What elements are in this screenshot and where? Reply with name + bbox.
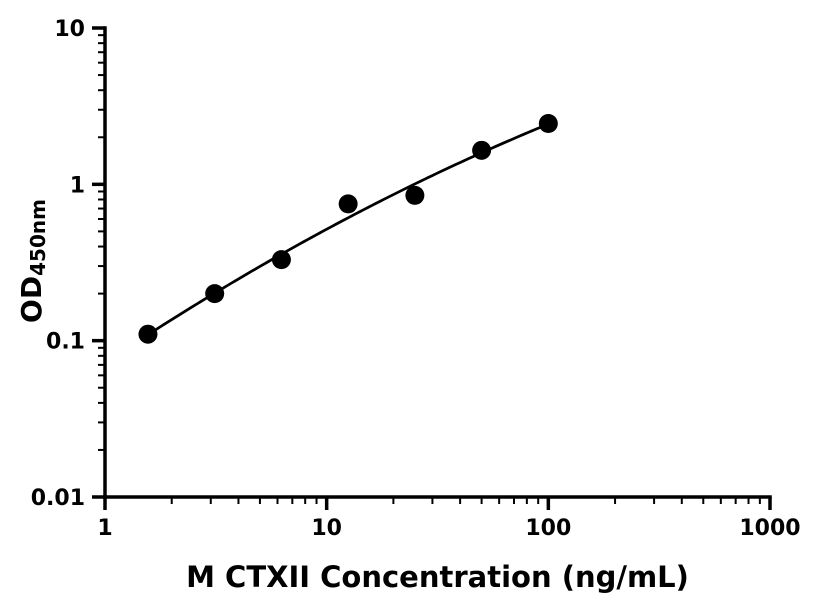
data-point [138, 324, 158, 344]
x-tick-label: 1 [97, 516, 112, 541]
x-tick-label: 1000 [739, 516, 800, 541]
data-point [472, 140, 492, 160]
y-axis-title: OD450nm [14, 161, 50, 361]
axis-spines [103, 26, 772, 499]
data-point [271, 250, 291, 270]
x-axis-title: M CTXII Concentration (ng/mL) [186, 560, 689, 594]
y-tick-label: 10 [54, 17, 85, 42]
y-axis-title-main: OD [15, 275, 48, 323]
y-tick-label: 0.1 [46, 330, 85, 355]
x-tick-label: 10 [311, 516, 342, 541]
data-point [205, 284, 225, 304]
x-tick-label: 100 [525, 516, 571, 541]
data-point [338, 194, 358, 214]
data-point [538, 113, 558, 133]
data-point [405, 185, 425, 205]
y-tick-label: 0.01 [31, 486, 85, 511]
y-tick-label: 1 [70, 173, 85, 198]
y-axis-title-subscript: 450nm [25, 199, 50, 276]
